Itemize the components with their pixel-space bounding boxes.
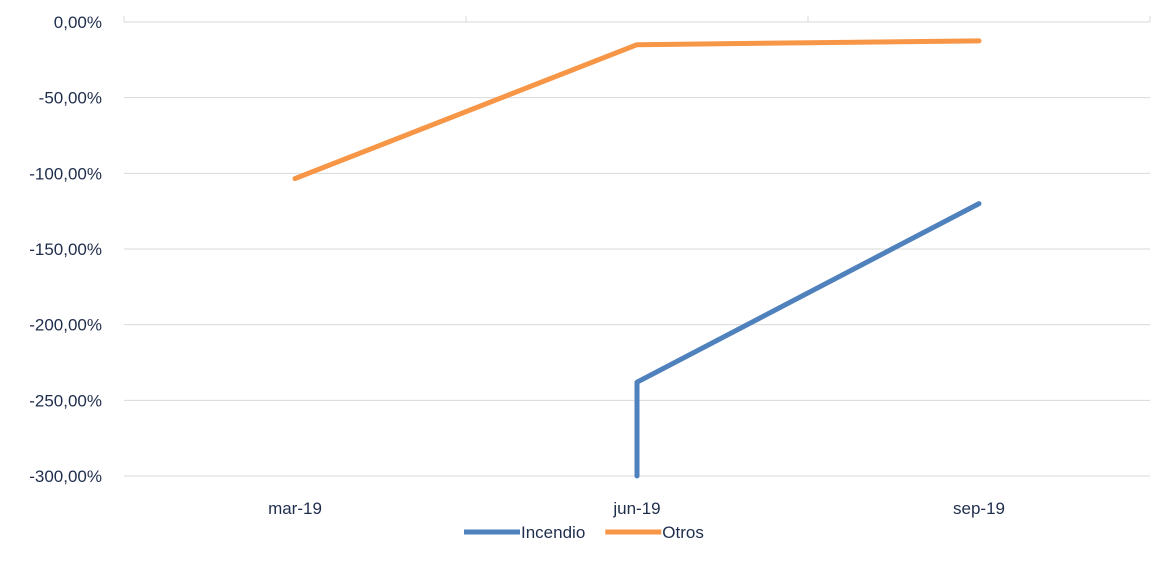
legend-label-incendio: Incendio [521, 523, 585, 542]
legend: Incendio Otros [464, 523, 704, 542]
x-axis-tick-labels: mar-19 jun-19 sep-19 [268, 499, 1005, 518]
legend-label-otros: Otros [662, 523, 704, 542]
y-tick-label: 0,00% [54, 13, 102, 32]
series-line-incendio [634, 201, 982, 479]
y-tick-label: -50,00% [39, 89, 102, 108]
y-tick-label: -300,00% [29, 467, 102, 486]
y-tick-label: -250,00% [29, 391, 102, 410]
y-tick-label: -100,00% [29, 164, 102, 183]
x-tick-label: mar-19 [268, 499, 322, 518]
series-line-otros [292, 38, 982, 182]
y-tick-label: -200,00% [29, 316, 102, 335]
x-tick-label: sep-19 [953, 499, 1005, 518]
y-axis-tick-labels: 0,00% -50,00% -100,00% -150,00% -200,00% -250… [29, 13, 102, 486]
series-lines [292, 38, 982, 479]
x-tick-label: jun-19 [612, 499, 660, 518]
gridlines [124, 21, 1150, 401]
y-tick-label: -150,00% [29, 240, 102, 259]
